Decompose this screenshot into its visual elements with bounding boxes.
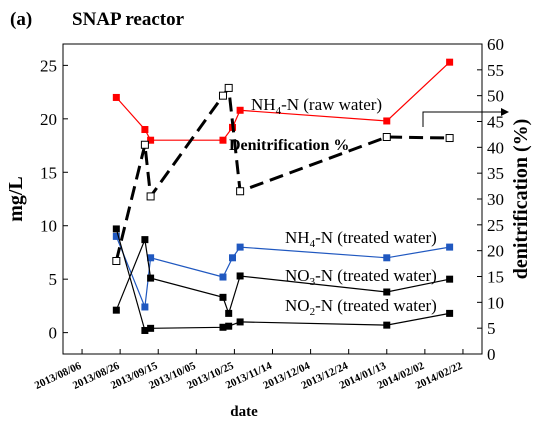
data-point xyxy=(140,140,149,149)
annotation-no2-sub: 2 xyxy=(310,306,316,318)
right-tick-label: 0 xyxy=(487,345,496,364)
series-layer xyxy=(112,58,454,334)
data-point xyxy=(141,303,149,311)
right-tick-label: 40 xyxy=(487,138,504,157)
right-axis-ticks: 0 5 10 15 20 25 30 35 40 45 50 55 60 xyxy=(477,35,504,364)
x-axis-label: date xyxy=(230,404,258,420)
data-point xyxy=(236,187,245,196)
right-axis-arrow xyxy=(422,108,509,127)
data-point xyxy=(147,136,155,144)
data-point xyxy=(446,275,454,283)
right-tick-label: 50 xyxy=(487,87,504,106)
data-point xyxy=(112,225,120,233)
data-point xyxy=(219,323,227,331)
nh4-treated-annotation: NH4-N (treated water) xyxy=(285,228,437,250)
annotation-no2-prefix: NO xyxy=(285,296,310,315)
right-tick-label: 60 xyxy=(487,35,504,54)
data-point xyxy=(218,91,227,100)
series-3 xyxy=(112,225,454,334)
annotation-nh4-raw-rest: -N (raw water) xyxy=(281,95,382,114)
data-point xyxy=(225,309,233,317)
right-tick-label: 35 xyxy=(487,164,504,183)
left-tick-label: 20 xyxy=(40,110,57,129)
data-point xyxy=(446,243,454,251)
annotation-nh4-treated-rest: -N (treated water) xyxy=(315,228,437,247)
series-4 xyxy=(112,83,454,265)
data-point xyxy=(112,306,120,314)
annotation-no3-prefix: NO xyxy=(285,266,310,285)
data-point xyxy=(236,272,244,280)
annotation-no3-rest: -N (treated water) xyxy=(315,266,437,285)
data-point xyxy=(112,232,120,240)
left-axis-ticks: 0 5 10 15 20 25 xyxy=(40,56,68,343)
right-tick-label: 10 xyxy=(487,293,504,312)
annotation-nh4-treated-prefix: NH xyxy=(285,228,310,247)
annotation-nh4-raw-prefix: NH xyxy=(251,95,276,114)
right-tick-label: 15 xyxy=(487,268,504,287)
data-point xyxy=(219,136,227,144)
svg-text:NO3-N (treated water): NO3-N (treated water) xyxy=(285,266,437,288)
data-point xyxy=(383,117,391,125)
data-point xyxy=(141,126,149,134)
chart-title: SNAP reactor xyxy=(72,9,185,30)
data-point xyxy=(383,254,391,262)
right-tick-label: 25 xyxy=(487,216,504,235)
data-point xyxy=(112,257,121,265)
data-point xyxy=(383,321,391,329)
right-tick-label: 20 xyxy=(487,242,504,261)
annotation-no3-sub: 3 xyxy=(310,276,316,288)
right-tick-label: 30 xyxy=(487,190,504,209)
data-point xyxy=(445,134,454,143)
raw-water-annotation: NH4-N (raw water) xyxy=(251,95,382,117)
left-tick-label: 5 xyxy=(49,270,58,289)
left-tick-label: 25 xyxy=(40,56,57,75)
data-point xyxy=(147,324,155,332)
svg-text:NH4-N (treated water): NH4-N (treated water) xyxy=(285,228,437,250)
data-point xyxy=(446,58,454,66)
data-point xyxy=(146,192,155,201)
data-point xyxy=(219,293,227,301)
data-point xyxy=(225,322,233,330)
data-point xyxy=(112,93,120,101)
x-axis-ticks: 2013/08/062013/08/262013/09/152013/10/05… xyxy=(33,349,465,392)
right-tick-label: 55 xyxy=(487,61,504,80)
annotation-nh4-treated-sub: 4 xyxy=(310,238,316,250)
left-tick-label: 0 xyxy=(49,324,58,343)
series-2 xyxy=(112,236,454,317)
y-axis-label-right: denitrification (%) xyxy=(510,119,532,280)
data-point xyxy=(224,83,233,92)
panel-label: (a) xyxy=(10,9,32,30)
data-point xyxy=(446,309,454,317)
annotation-denitrification: Denitrification % xyxy=(229,137,349,154)
right-tick-label: 45 xyxy=(487,113,504,132)
right-tick-label: 5 xyxy=(487,319,496,338)
no2-annotation: NO2-N (treated water) xyxy=(285,296,437,318)
svg-text:NO2-N (treated water): NO2-N (treated water) xyxy=(285,296,437,318)
data-point xyxy=(229,254,237,262)
series-line xyxy=(115,236,450,308)
data-point xyxy=(236,318,244,326)
series-line xyxy=(115,237,450,316)
annotation-no2-rest: -N (treated water) xyxy=(315,296,437,315)
data-point xyxy=(382,133,391,141)
data-point xyxy=(383,288,391,296)
annotation-nh4-raw-sub: 4 xyxy=(276,105,282,117)
data-point xyxy=(141,236,149,244)
y-axis-label-left: mg/L xyxy=(5,176,27,222)
data-point xyxy=(147,274,155,282)
data-point xyxy=(141,326,149,334)
left-tick-label: 10 xyxy=(40,217,57,236)
data-point xyxy=(236,106,244,114)
data-point xyxy=(236,243,244,251)
no3-annotation: NO3-N (treated water) xyxy=(285,266,437,288)
data-point xyxy=(219,273,227,281)
left-tick-label: 15 xyxy=(40,163,57,182)
svg-text:NH4-N (raw water): NH4-N (raw water) xyxy=(251,95,382,117)
